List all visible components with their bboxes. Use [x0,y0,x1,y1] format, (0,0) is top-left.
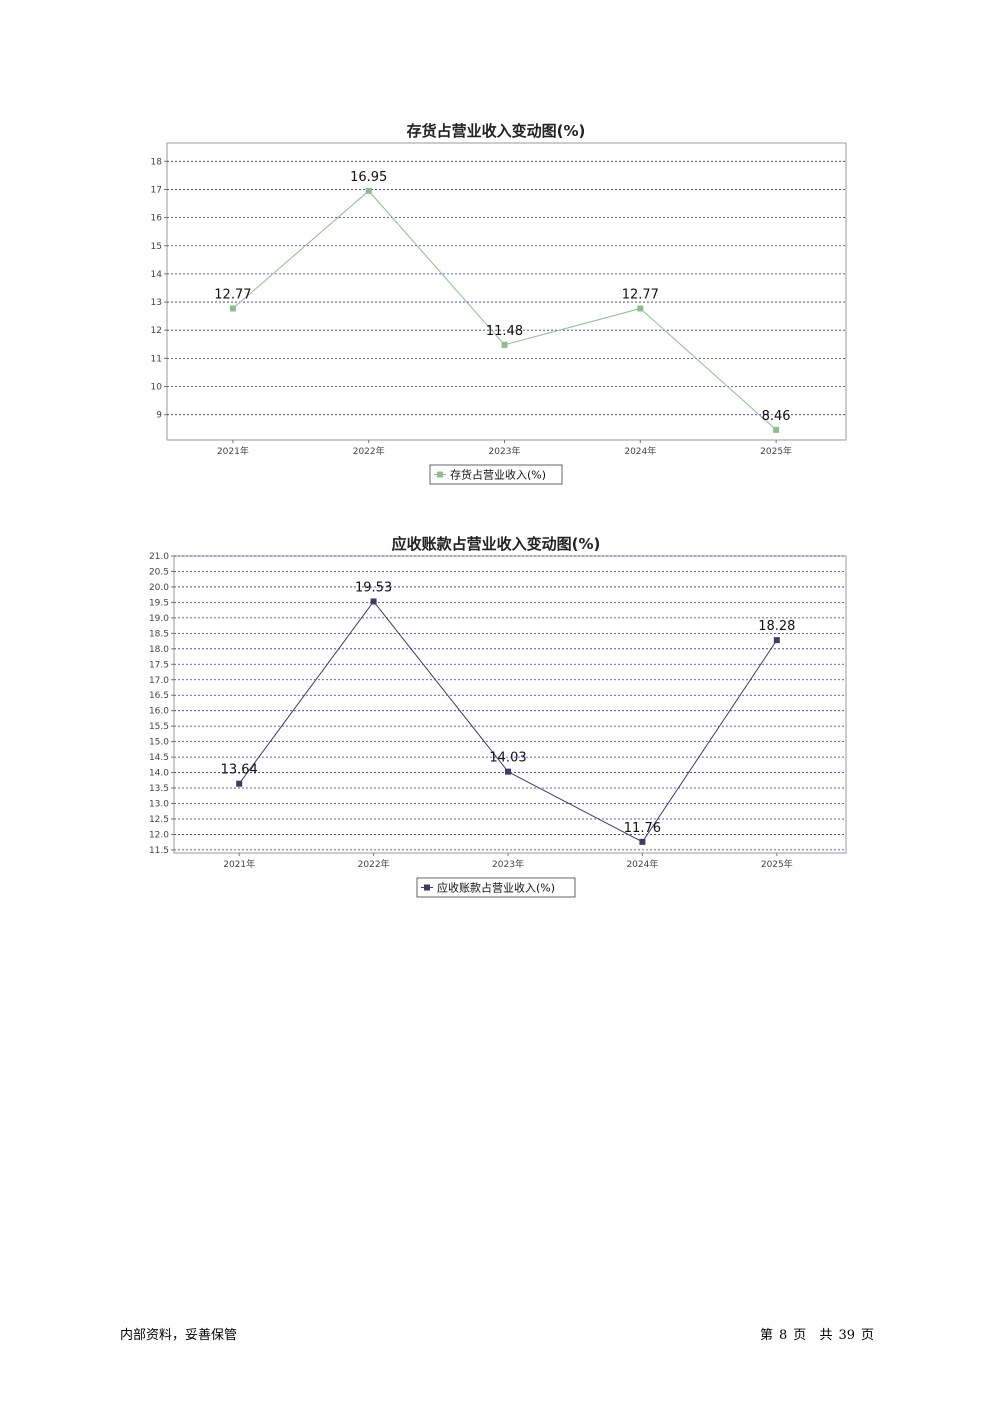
y-tick-label: 17.0 [149,676,169,686]
data-label: 11.76 [624,821,661,836]
y-tick-label: 13 [151,298,162,308]
inventory-chart: 存货占营业收入变动图(%) 9 10 11 12 13 14 15 16 17 18 2021年 20… [0,0,992,500]
legend-box [416,877,576,898]
y-tick-label: 11 [151,354,162,364]
plot-area [173,555,847,854]
plot-area [166,142,847,441]
data-label: 12.77 [214,288,251,303]
x-tick-label: 2025年 [760,445,792,457]
receivables-chart-svg: 11.5 12.0 12.5 13.0 13.5 14.0 14.5 15.0 15.5 16.0… [149,552,847,898]
y-tick-label: 20.5 [149,567,169,577]
y-tick-label: 17.5 [149,660,169,670]
page-number: 8 [779,1328,788,1343]
y-tick-label: 18.5 [149,629,169,639]
data-point [229,305,236,312]
x-tick-label: 2024年 [626,858,658,870]
legend-label: 存货占营业收入(%) [450,468,546,482]
y-tick-label: 9 [156,411,162,421]
data-point [365,187,372,194]
total-suffix: 页 [861,1328,875,1343]
y-tick-label: 13.0 [149,800,169,810]
y-tick-label: 12 [151,326,162,336]
data-label: 12.77 [622,288,659,303]
y-tick-label: 16.0 [149,707,169,717]
y-tick-label: 19.5 [149,598,169,608]
x-tick-label: 2021年 [217,445,249,457]
data-label: 16.95 [350,170,387,185]
data-point [773,637,780,644]
x-tick-label: 2023年 [489,445,521,457]
legend-box [429,464,563,485]
y-tick-label: 18 [151,157,163,167]
data-point [505,768,511,775]
data-point [370,598,377,605]
total-prefix: 共 [819,1328,833,1343]
data-label: 11.48 [486,324,523,339]
page-suffix: 页 [793,1328,807,1343]
page-prefix: 第 [760,1328,774,1343]
data-point [637,305,644,312]
y-tick-label: 19.0 [149,614,169,624]
data-point [501,341,508,348]
y-tick-label: 11.5 [149,846,169,856]
y-tick-label: 20.0 [149,583,169,593]
x-tick-label: 2022年 [353,445,385,457]
y-tick-label: 16.5 [149,691,169,701]
data-label: 8.46 [762,409,791,424]
legend-label: 应收账款占营业收入(%) [437,881,555,895]
y-tick-label: 17 [151,185,162,195]
y-tick-label: 18.0 [149,645,169,655]
x-tick-label: 2023年 [492,858,524,870]
chart-title: 存货占营业收入变动图(%) [406,122,586,140]
data-point [639,838,646,845]
inventory-chart-svg: 9 10 11 12 13 14 15 16 17 18 2021年 2022年 2023年 2024年 2… [151,142,847,485]
x-tick-label: 2021年 [223,858,255,870]
legend-marker [424,884,430,891]
data-label: 19.53 [355,580,392,595]
x-tick-label: 2024年 [624,445,656,457]
y-tick-label: 14 [151,270,163,280]
data-label: 18.28 [758,619,795,634]
x-tick-label: 2022年 [358,858,390,870]
data-label: 14.03 [489,751,526,766]
y-tick-label: 21.0 [149,552,169,562]
data-point [236,780,243,787]
y-tick-label: 12.0 [149,830,169,840]
x-tick-label: 2025年 [761,858,793,870]
data-label: 13.64 [221,763,258,778]
y-tick-label: 15.5 [149,722,169,732]
legend-marker [437,471,443,478]
total-pages: 39 [838,1328,856,1343]
y-tick-label: 15 [151,242,162,252]
y-tick-label: 10 [151,383,163,393]
receivables-chart: 应收账款占营业收入变动图(%) 11.5 12.0 12.5 13.0 13.5 14.0… [149,535,847,898]
footer-confidential-note: 内部资料，妥善保管 [120,1328,238,1343]
y-tick-label: 14.0 [149,769,169,779]
y-tick-label: 16 [151,214,163,224]
y-tick-label: 15.0 [149,738,169,748]
y-tick-label: 14.5 [149,753,169,763]
y-tick-label: 13.5 [149,784,169,794]
data-point [773,426,780,433]
y-tick-label: 12.5 [149,815,169,825]
chart-title: 应收账款占营业收入变动图(%) [391,535,601,553]
